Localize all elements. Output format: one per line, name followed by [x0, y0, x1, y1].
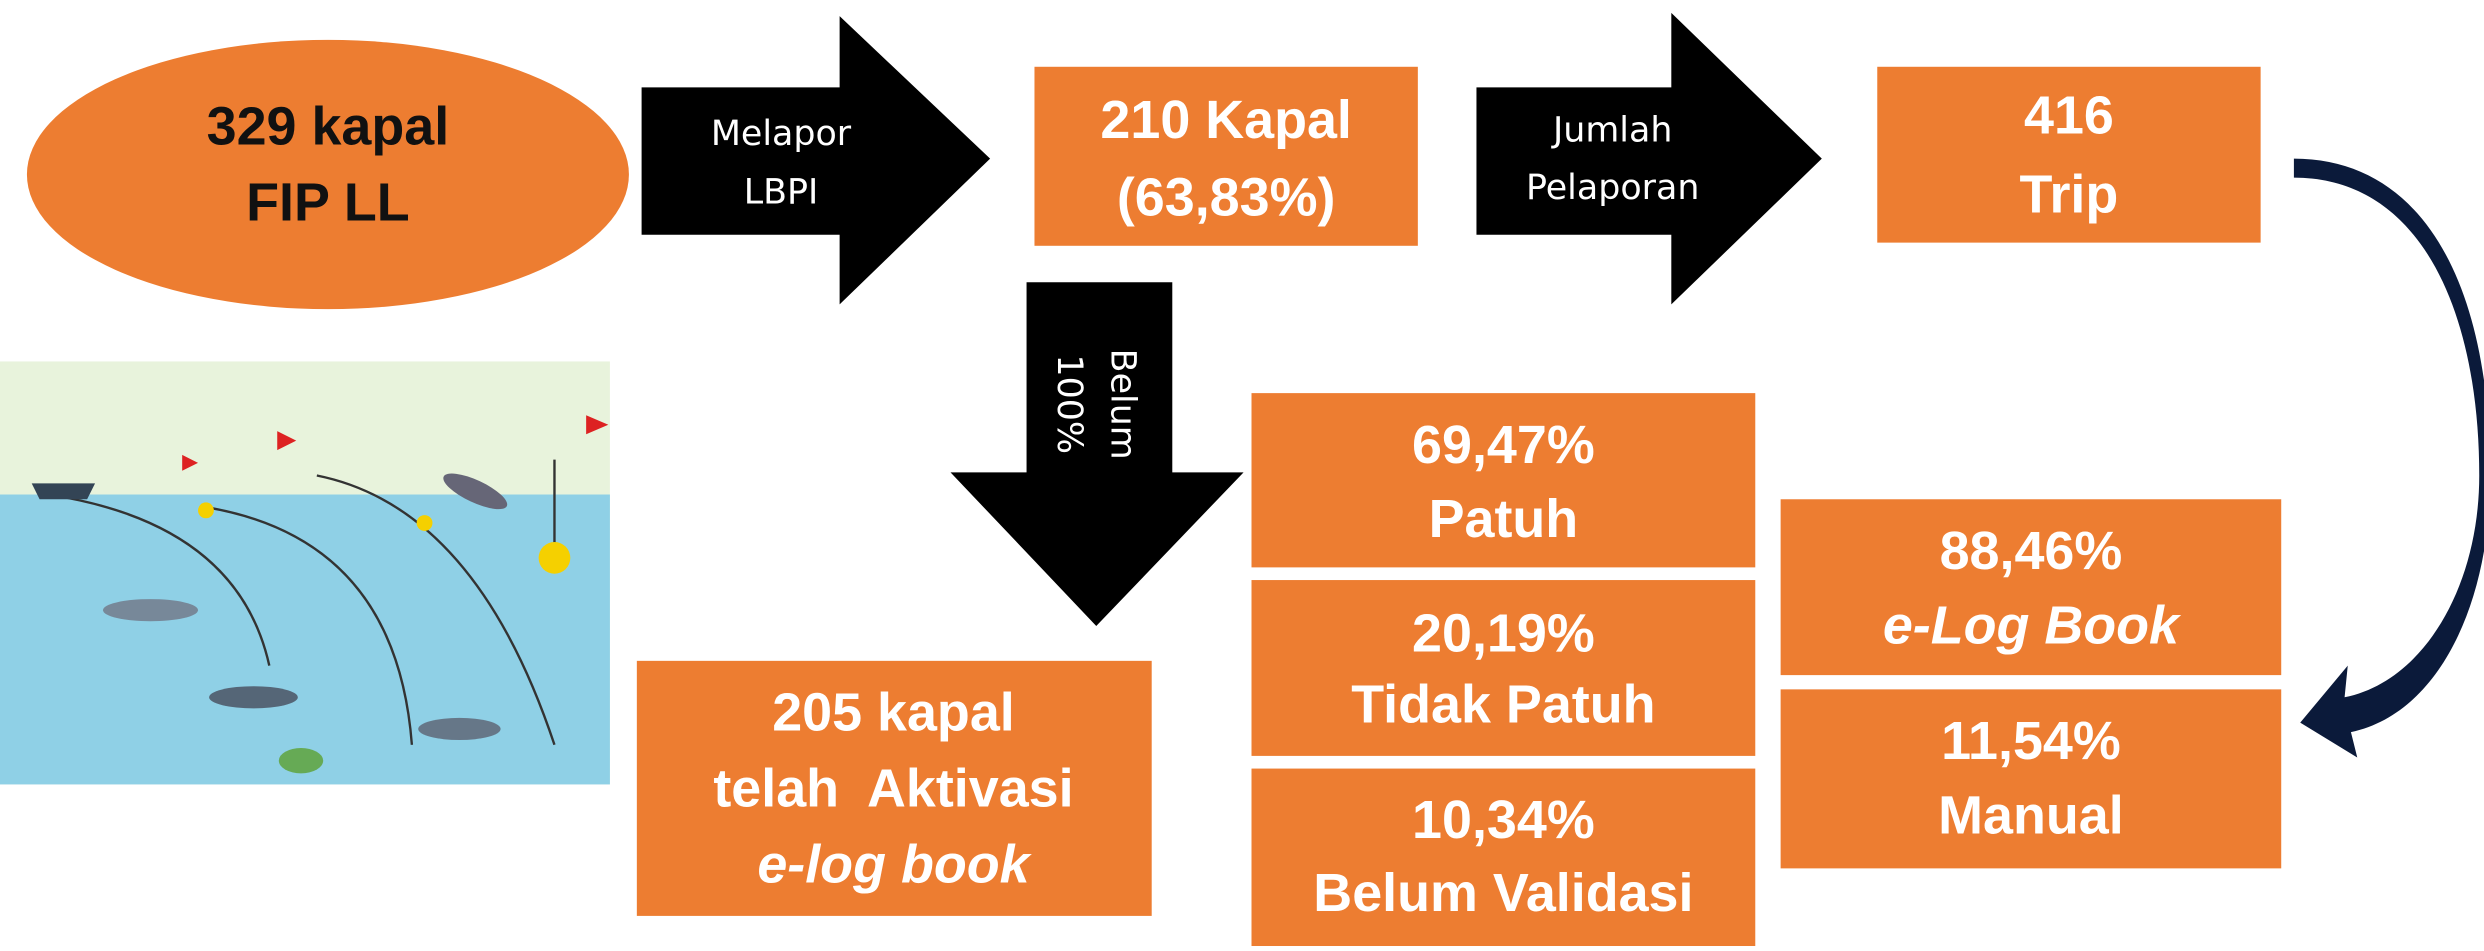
arrow — [951, 282, 1244, 626]
node-text: 329 kapal — [207, 96, 450, 156]
node-text: FIP LL — [246, 172, 410, 232]
diagram: 329 kapal FIP LL 210 Kapal (63,83%) 416 … — [0, 0, 2484, 951]
node-text: e-log book — [757, 835, 1032, 895]
arrow-label: 100% — [1049, 354, 1089, 454]
arrow — [642, 16, 991, 304]
curved-arrow — [2294, 159, 2484, 758]
node-text: Belum Validasi — [1313, 863, 1693, 923]
node-text: Tidak Patuh — [1351, 675, 1655, 735]
arrow-label: LBPI — [744, 173, 819, 213]
node-text: telah Aktivasi — [713, 759, 1073, 819]
node-text: Patuh — [1429, 489, 1579, 549]
longline-illustration — [0, 361, 610, 784]
arrow-label: Belum — [1103, 349, 1143, 460]
node-text: 210 Kapal — [1100, 90, 1351, 150]
arrow-label: Melapor — [711, 114, 852, 154]
arrow-label: Jumlah — [1551, 111, 1672, 151]
node-text: 205 kapal — [772, 683, 1015, 743]
node-text: 88,46% — [1940, 521, 2123, 581]
node-text: 11,54% — [1941, 711, 2121, 771]
node-text: e-Log Book — [1883, 595, 2182, 655]
node-text: (63,83%) — [1117, 168, 1336, 228]
page: {"nodes":[ {"lines":["329 kapal","FIP LL… — [0, 0, 2484, 951]
node-text: 20,19% — [1412, 603, 1595, 663]
node-text: 69,47% — [1412, 415, 1595, 475]
node-text: Trip — [2020, 165, 2119, 225]
node-text: 416 — [2024, 85, 2114, 145]
arrow — [1476, 13, 1821, 304]
arrow-label: Pelaporan — [1526, 168, 1699, 208]
node-text: Manual — [1938, 786, 2124, 846]
node-text: 10,34% — [1412, 790, 1595, 850]
